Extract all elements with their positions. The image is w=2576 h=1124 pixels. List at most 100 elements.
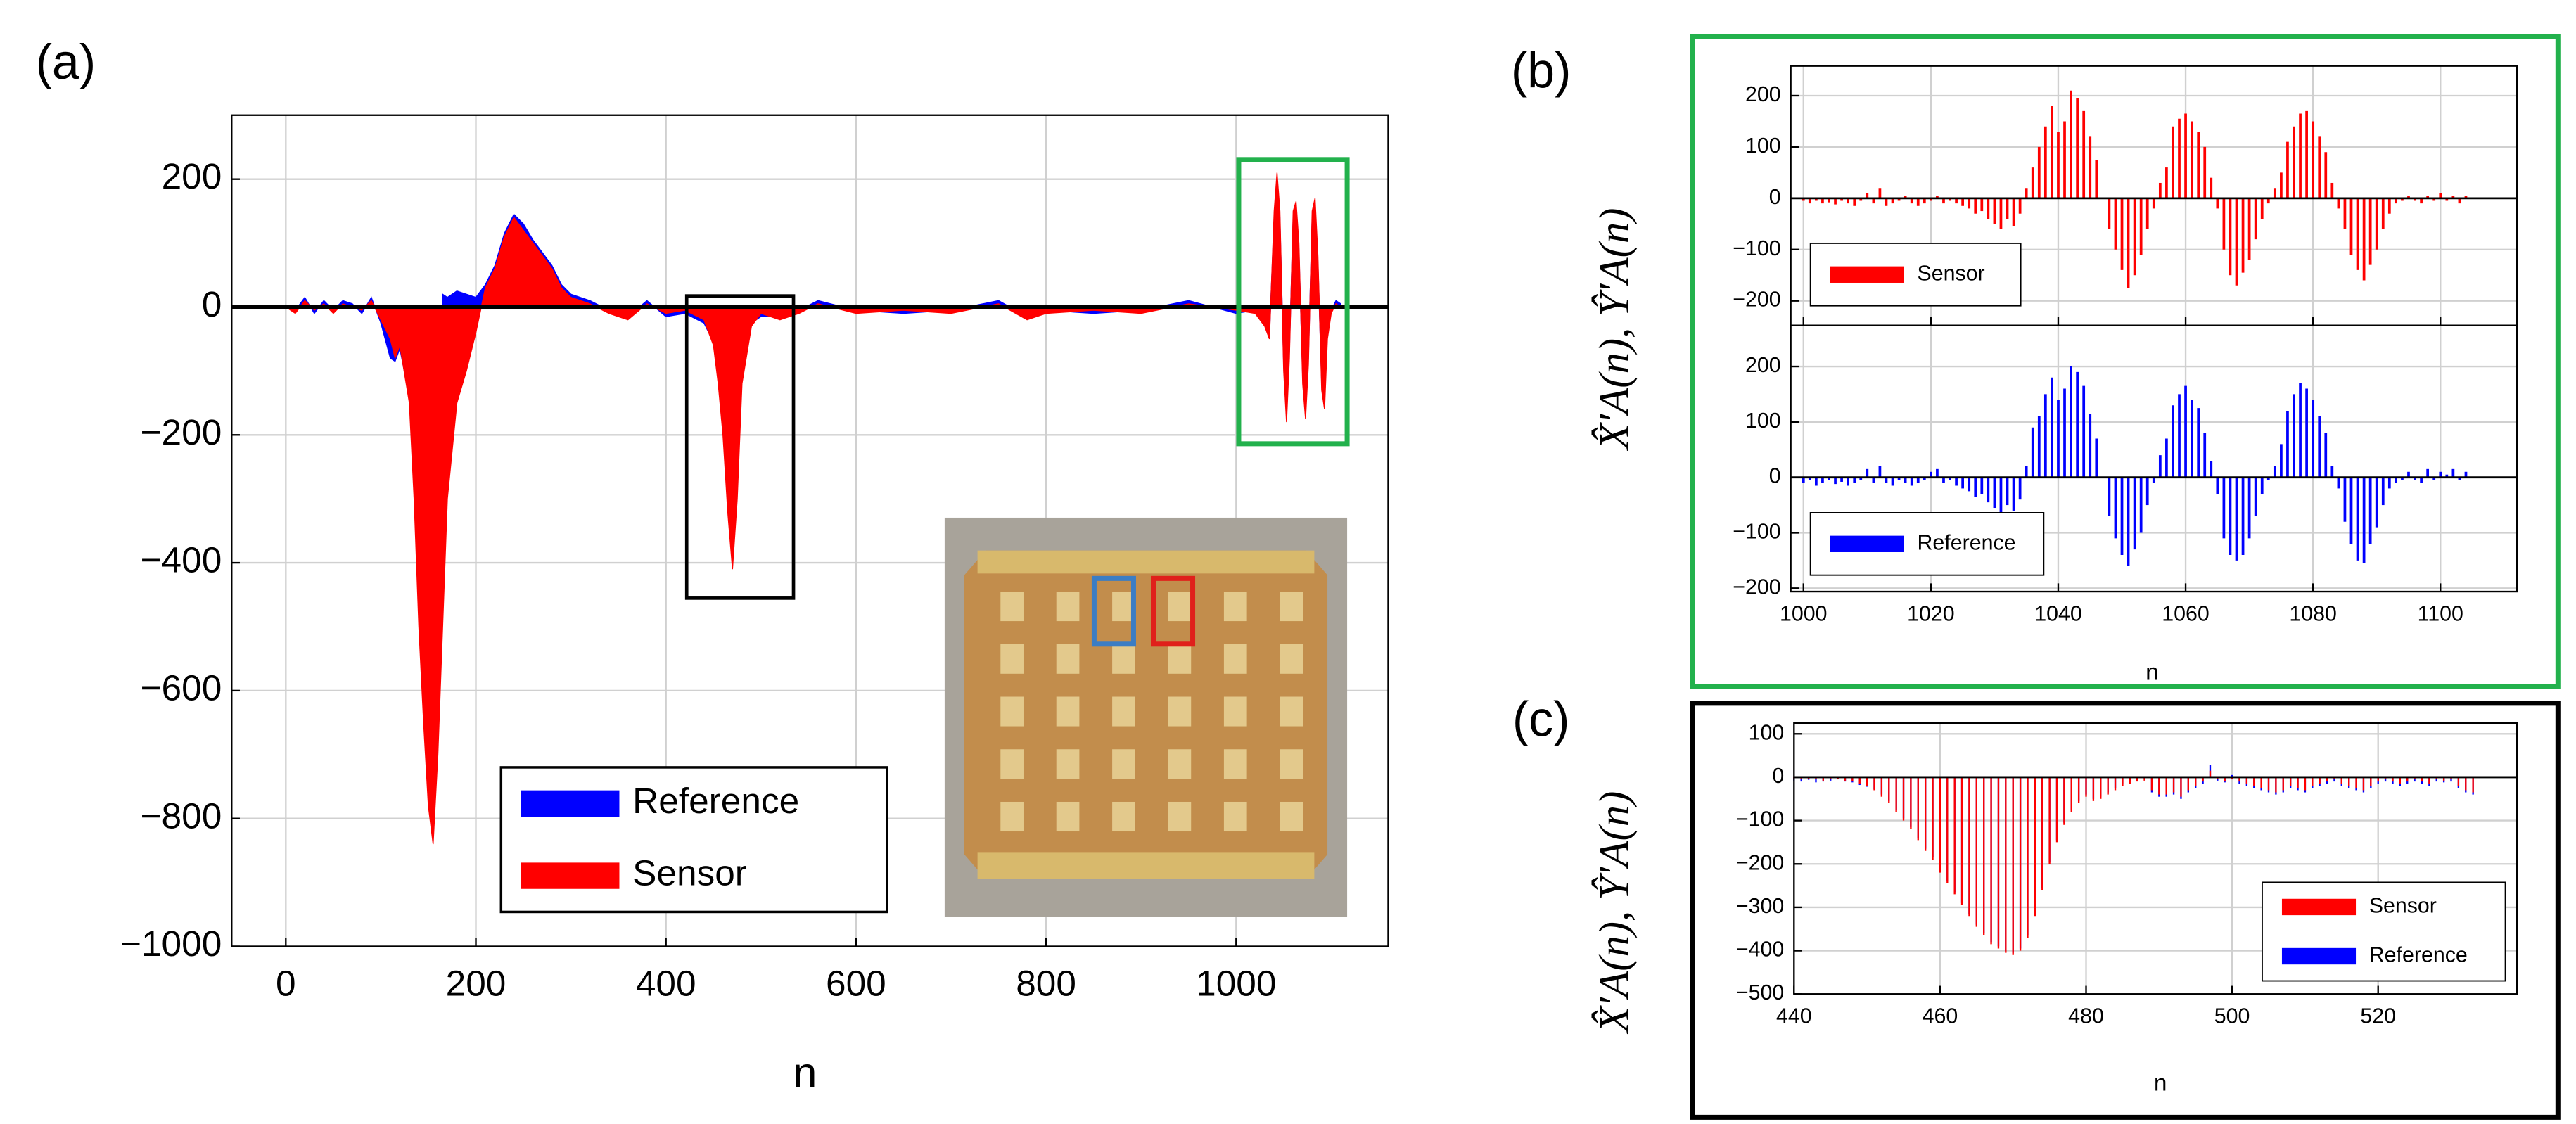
pad xyxy=(1056,801,1080,832)
y-tick-label: −400 xyxy=(1736,938,1784,962)
x-axis-label: n xyxy=(2154,1070,2167,1096)
pad xyxy=(1280,592,1303,622)
pad xyxy=(1000,801,1024,832)
legend-swatch xyxy=(2281,947,2357,965)
plot-frame xyxy=(1793,722,2518,995)
y-tick-label: −500 xyxy=(1736,981,1784,1004)
x-tick-label: 1020 xyxy=(1907,602,1955,625)
pad xyxy=(1168,749,1192,779)
area xyxy=(284,172,1343,845)
y-tick-label: 100 xyxy=(1749,721,1785,744)
pad xyxy=(1280,644,1303,674)
y-tick-label: −600 xyxy=(141,667,222,708)
x-tick-label: 0 xyxy=(276,963,296,1004)
pad xyxy=(1168,696,1192,727)
pad xyxy=(1112,644,1135,674)
y-tick-label: −100 xyxy=(1736,808,1784,831)
x-tick-label: 440 xyxy=(1776,1005,1812,1028)
y-tick-label: −100 xyxy=(1733,521,1780,544)
x-tick-label: 1100 xyxy=(2418,602,2463,625)
frame-c xyxy=(1690,701,2561,1120)
pad xyxy=(1056,644,1080,674)
legend-label: Sensor xyxy=(1917,262,1984,285)
zoom-box-c xyxy=(684,294,796,600)
highlight-box xyxy=(1091,575,1136,647)
x-tick-label: 400 xyxy=(636,963,696,1004)
pad xyxy=(1000,592,1024,622)
pad xyxy=(1223,801,1247,832)
legend-swatch xyxy=(2281,898,2357,916)
legend-label: Sensor xyxy=(632,852,747,893)
pad xyxy=(1000,644,1024,674)
x-tick-label: 1080 xyxy=(2289,602,2337,625)
legend-swatch xyxy=(1830,266,1904,283)
pad xyxy=(1223,644,1247,674)
pad xyxy=(1000,696,1024,727)
pad xyxy=(1056,592,1080,622)
pad xyxy=(1168,801,1192,832)
plot-frame xyxy=(1790,324,2518,593)
y-tick-label: −100 xyxy=(1733,237,1780,260)
x-tick-label: 460 xyxy=(1923,1005,1958,1028)
x-tick-label: 1040 xyxy=(2034,602,2082,625)
x-tick-label: 200 xyxy=(446,963,506,1004)
x-tick-label: 600 xyxy=(826,963,886,1004)
y-tick-label: 200 xyxy=(162,155,222,196)
legend-label: Sensor xyxy=(2369,894,2437,917)
overlay xyxy=(684,34,2561,1120)
pad xyxy=(1223,592,1247,622)
panel-label: (a) xyxy=(36,34,96,89)
pad xyxy=(1112,749,1135,779)
x-tick-label: 1000 xyxy=(1780,602,1828,625)
y-tick-label: −800 xyxy=(141,795,222,836)
panel-label: (c) xyxy=(1512,691,1570,746)
pad xyxy=(1280,696,1303,727)
pad xyxy=(1168,592,1192,622)
y-tick-label: −200 xyxy=(1733,288,1780,312)
y-tick-label: 200 xyxy=(1745,83,1781,106)
inset-photo xyxy=(944,517,1348,917)
y-tick-label: −400 xyxy=(141,539,222,580)
pad xyxy=(1000,749,1024,779)
y-tick-label: 100 xyxy=(1745,409,1781,433)
y-tick-label: −200 xyxy=(1733,575,1780,599)
frame-b xyxy=(1690,34,2561,689)
pad xyxy=(1223,749,1247,779)
legend-label: Reference xyxy=(2369,944,2468,967)
y-tick-label: 200 xyxy=(1745,354,1781,377)
wafer-band xyxy=(977,852,1315,879)
wafer-band xyxy=(977,550,1315,574)
x-tick-label: 520 xyxy=(2360,1005,2396,1028)
y-tick-label: 0 xyxy=(1772,765,1784,788)
pad xyxy=(1280,749,1303,779)
pad xyxy=(1056,696,1080,727)
zoom-box-b xyxy=(1236,157,1350,447)
pad xyxy=(1280,801,1303,832)
x-axis-label: n xyxy=(793,1049,817,1097)
x-tick-label: 1000 xyxy=(1196,963,1276,1004)
highlight-box xyxy=(1150,575,1196,647)
y-tick-label: 0 xyxy=(1769,465,1781,488)
x-tick-label: 480 xyxy=(2068,1005,2104,1028)
legend-swatch xyxy=(521,862,620,889)
y-axis-label: X̂′A(n), Ŷ′A(n) xyxy=(1590,208,1638,452)
y-axis-label: X̂′A(n), Ŷ′A(n) xyxy=(1590,791,1638,1035)
plot-frame xyxy=(231,114,1389,947)
x-tick-label: 500 xyxy=(2214,1005,2250,1028)
y-tick-label: 0 xyxy=(202,283,222,324)
y-tick-label: −200 xyxy=(141,411,222,452)
pad xyxy=(1056,749,1080,779)
y-tick-label: −200 xyxy=(1736,851,1784,874)
pad xyxy=(1112,696,1135,727)
pad xyxy=(1223,696,1247,727)
legend-swatch xyxy=(521,790,620,817)
wafer xyxy=(964,550,1328,879)
y-tick-label: 0 xyxy=(1769,186,1781,209)
panel-label: (b) xyxy=(1511,43,1571,98)
legend-label: Reference xyxy=(632,780,799,821)
legend-label: Reference xyxy=(1917,531,2015,554)
x-axis-label: n xyxy=(2145,660,2159,686)
